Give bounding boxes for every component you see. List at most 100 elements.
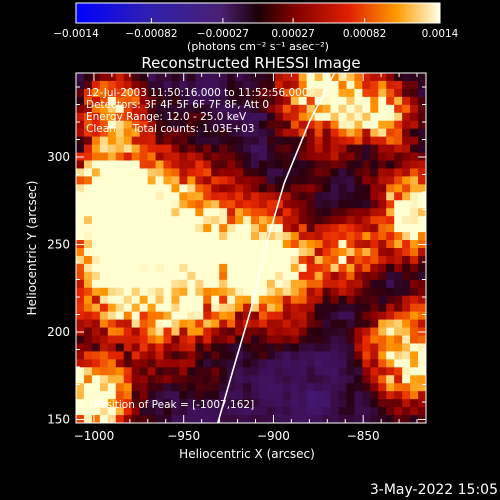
heatmap-cell (346, 399, 356, 408)
heatmap-cell (394, 407, 403, 416)
heatmap-cell (187, 88, 196, 98)
heatmap-cell (330, 335, 340, 345)
heatmap-cell (227, 152, 236, 162)
heatmap-cell (290, 144, 300, 154)
heatmap-cell (99, 351, 109, 360)
heatmap-cell (179, 168, 188, 178)
heatmap-cell (354, 208, 363, 217)
heatmap-cell (258, 263, 268, 273)
heatmap-cell (251, 80, 260, 90)
heatmap-cell (203, 335, 212, 345)
heatmap-cell (394, 176, 403, 185)
heatmap-cell (306, 263, 316, 273)
heatmap-cell (115, 287, 125, 297)
heatmap-cell (251, 335, 260, 345)
heatmap-cell (203, 383, 212, 392)
heatmap-cell (227, 248, 236, 257)
heatmap-cell (258, 407, 268, 416)
heatmap-cell (402, 351, 411, 360)
heatmap-cell (91, 73, 101, 82)
heatmap-cell (314, 128, 324, 138)
plot-frame (75, 72, 427, 424)
heatmap-cell (91, 184, 101, 193)
heatmap-cell (370, 327, 379, 337)
heatmap-cell (410, 192, 419, 201)
heatmap-cell (370, 279, 379, 289)
heatmap-cell (99, 391, 109, 400)
heatmap-cell (266, 128, 276, 138)
heatmap-cell (139, 96, 149, 106)
heatmap-cell (91, 367, 101, 376)
heatmap-cell (418, 319, 426, 329)
heatmap-cell (282, 303, 292, 313)
heatmap-cell (235, 311, 244, 321)
heatmap-cell (338, 160, 348, 170)
heatmap-cell (179, 224, 188, 233)
heatmap-cell (378, 255, 387, 265)
heatmap-cell (354, 279, 363, 289)
heatmap-cell (306, 367, 316, 376)
heatmap-cell (274, 128, 284, 138)
heatmap-cell (99, 255, 109, 265)
heatmap-cell (227, 224, 236, 233)
heatmap-cell (274, 192, 284, 201)
heatmap-cell (83, 232, 93, 241)
heatmap-cell (386, 240, 395, 249)
heatmap-cell (346, 200, 356, 209)
heatmap-cell (354, 399, 363, 408)
heatmap-cell (394, 303, 403, 313)
heatmap-cell (251, 96, 260, 106)
heatmap-cell (179, 80, 188, 90)
heatmap-cell (115, 112, 125, 122)
heatmap-cell (354, 224, 363, 233)
heatmap-cell (91, 383, 101, 392)
heatmap-cell (219, 327, 228, 337)
heatmap-cell (195, 359, 204, 368)
heatmap-cell (258, 311, 268, 321)
heatmap-cell (99, 152, 109, 162)
heatmap-cell (139, 240, 149, 249)
heatmap-cell (243, 248, 252, 257)
heatmap-cell (362, 263, 371, 273)
heatmap-cell (402, 311, 411, 321)
heatmap-cell (139, 303, 149, 313)
heatmap-cell (179, 375, 188, 384)
heatmap-cell (338, 176, 348, 185)
heatmap-cell (147, 168, 157, 178)
heatmap-cell (195, 73, 204, 82)
heatmap-cell (171, 407, 181, 416)
heatmap-cell (410, 391, 419, 400)
heatmap-cell (338, 407, 348, 416)
heatmap-cell (338, 224, 348, 233)
heatmap-cell (394, 192, 403, 201)
heatmap-cell (243, 80, 252, 90)
heatmap-cell (418, 271, 426, 281)
heatmap-cell (346, 303, 356, 313)
heatmap-cell (155, 152, 165, 162)
heatmap-cell (362, 88, 371, 98)
heatmap-cell (195, 287, 204, 297)
heatmap-cell (322, 367, 332, 376)
heatmap-cell (266, 399, 276, 408)
heatmap-cell (91, 232, 101, 241)
heatmap-cell (274, 311, 284, 321)
heatmap-cell (314, 216, 324, 225)
heatmap-cell (306, 248, 316, 257)
heatmap-cell (282, 271, 292, 281)
heatmap-cell (322, 327, 332, 337)
heatmap-cell (139, 271, 149, 281)
heatmap-cell (99, 343, 109, 353)
heatmap-cell (115, 216, 125, 225)
heatmap-cell (187, 232, 196, 241)
heatmap-cell (346, 144, 356, 154)
heatmap-cell (147, 88, 157, 98)
heatmap-cell (195, 415, 204, 423)
heatmap-cell (290, 208, 300, 217)
heatmap-cell (131, 391, 141, 400)
heatmap-cell (251, 208, 260, 217)
heatmap-cell (258, 383, 268, 392)
heatmap-cell (187, 287, 196, 297)
heatmap-cell (171, 383, 181, 392)
heatmap-cell (306, 255, 316, 265)
heatmap-cell (155, 160, 165, 170)
